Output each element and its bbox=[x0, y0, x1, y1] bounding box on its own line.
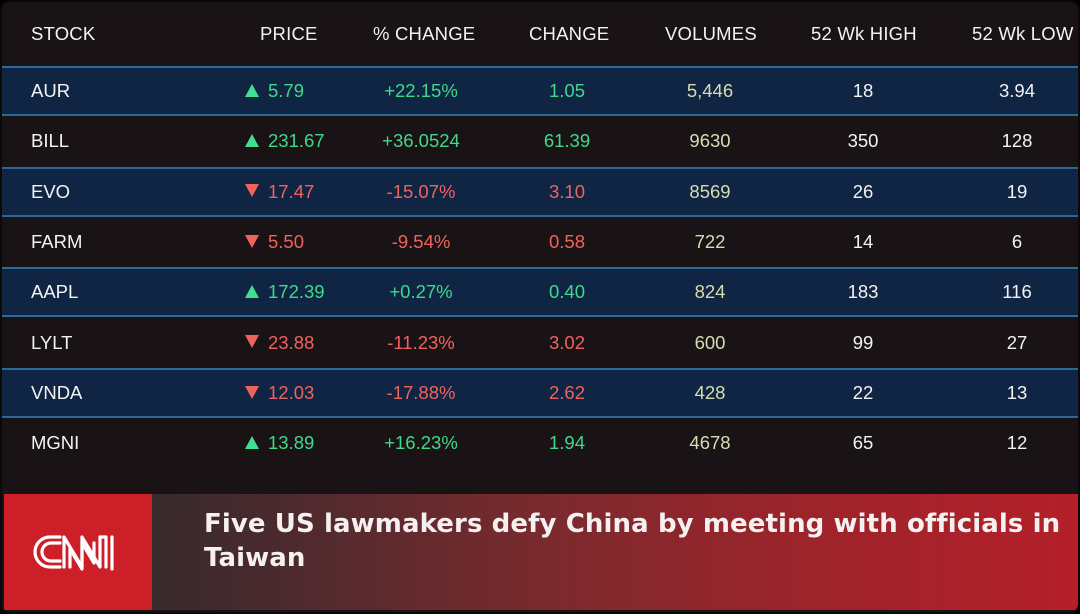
price-value: 172.39 bbox=[268, 281, 325, 303]
header-pct-change: % CHANGE bbox=[373, 23, 476, 44]
52wk-high: 183 bbox=[847, 281, 879, 303]
volume: 600 bbox=[694, 331, 726, 353]
52wk-low: 6 bbox=[1011, 231, 1023, 253]
triangle-up-icon bbox=[245, 284, 259, 298]
stock-symbol: LYLT bbox=[31, 331, 73, 353]
52wk-high: 99 bbox=[852, 331, 874, 353]
table-row: FARM 5.50 -9.54% 0.58 722 14 6 bbox=[2, 217, 1078, 267]
price-value: 13.89 bbox=[268, 432, 315, 454]
52wk-low: 3.94 bbox=[998, 80, 1035, 102]
table-row: EVO 17.47 -15.07% 3.10 8569 26 19 bbox=[2, 166, 1078, 217]
change: 3.02 bbox=[548, 331, 585, 353]
table-row: LYLT 23.88 -11.23% 3.02 600 99 27 bbox=[2, 317, 1078, 367]
52wk-high: 14 bbox=[852, 231, 874, 253]
change: 61.39 bbox=[543, 130, 591, 152]
cnn-logo bbox=[4, 494, 152, 610]
triangle-down-icon bbox=[245, 234, 259, 248]
table-row: BILL 231.67 +36.0524 61.39 9630 350 128 bbox=[2, 116, 1078, 166]
triangle-up-icon bbox=[245, 134, 259, 148]
stock-symbol: BILL bbox=[31, 130, 70, 152]
volume: 5,446 bbox=[686, 80, 734, 102]
table-header: STOCK PRICE % CHANGE CHANGE VOLUMES 52 W… bbox=[2, 2, 1078, 66]
stock-table: STOCK PRICE % CHANGE CHANGE VOLUMES 52 W… bbox=[2, 2, 1078, 468]
52wk-low: 128 bbox=[1001, 130, 1033, 152]
volume: 9630 bbox=[689, 130, 731, 152]
stock-price: 12.03 bbox=[245, 382, 314, 404]
header-change: CHANGE bbox=[529, 23, 610, 44]
cnn-logo-icon bbox=[33, 535, 114, 571]
stock-price: 13.89 bbox=[245, 432, 314, 454]
stock-price: 5.79 bbox=[245, 80, 304, 102]
table-row: AUR 5.79 +22.15% 1.05 5,446 18 3.94 bbox=[2, 66, 1078, 117]
stock-symbol: EVO bbox=[31, 180, 71, 202]
volume: 428 bbox=[694, 381, 726, 403]
triangle-down-icon bbox=[245, 184, 259, 198]
table-row: MGNI 13.89 +16.23% 1.94 4678 65 12 bbox=[2, 418, 1078, 468]
stock-symbol: MGNI bbox=[31, 432, 80, 454]
52wk-high: 22 bbox=[852, 381, 874, 403]
stock-price: 231.67 bbox=[245, 130, 325, 152]
stock-symbol: AUR bbox=[31, 80, 71, 102]
52wk-high: 350 bbox=[847, 130, 879, 152]
table-body: AUR 5.79 +22.15% 1.05 5,446 18 3.94 BILL 231.67 +… bbox=[2, 66, 1078, 468]
headline-text: Five US lawmakers defy China by meeting … bbox=[204, 509, 1061, 573]
pct-change: -11.23% bbox=[387, 331, 455, 353]
volume: 824 bbox=[694, 281, 726, 303]
volume: 4678 bbox=[689, 432, 731, 454]
stock-price: 172.39 bbox=[245, 281, 325, 303]
change: 3.10 bbox=[548, 180, 585, 202]
volume: 8569 bbox=[689, 180, 731, 202]
header-52wk-low: 52 Wk LOW bbox=[972, 23, 1074, 44]
52wk-high: 65 bbox=[852, 432, 874, 454]
change: 0.58 bbox=[548, 231, 585, 253]
price-value: 17.47 bbox=[268, 180, 315, 202]
stock-symbol: VNDA bbox=[31, 381, 83, 403]
table-row: AAPL 172.39 +0.27% 0.40 824 183 116 bbox=[2, 267, 1078, 318]
triangle-up-icon bbox=[245, 435, 259, 449]
52wk-high: 18 bbox=[852, 80, 874, 102]
stock-symbol: AAPL bbox=[31, 281, 79, 303]
stock-price: 17.47 bbox=[245, 181, 314, 203]
stock-price: 23.88 bbox=[245, 332, 314, 354]
52wk-low: 13 bbox=[1006, 381, 1028, 403]
pct-change: -15.07% bbox=[386, 180, 456, 202]
header-volumes: VOLUMES bbox=[665, 23, 757, 44]
pct-change: +22.15% bbox=[384, 80, 458, 102]
price-value: 23.88 bbox=[268, 331, 315, 353]
pct-change: +16.23% bbox=[384, 432, 458, 454]
volume: 722 bbox=[694, 231, 726, 253]
52wk-low: 12 bbox=[1006, 432, 1028, 454]
pct-change: +0.27% bbox=[389, 281, 453, 303]
triangle-down-icon bbox=[245, 335, 259, 349]
price-value: 5.50 bbox=[268, 231, 305, 253]
stock-price: 5.50 bbox=[245, 231, 304, 253]
triangle-up-icon bbox=[245, 83, 259, 97]
pct-change: +36.0524 bbox=[382, 130, 460, 152]
52wk-low: 27 bbox=[1006, 331, 1028, 353]
52wk-low: 19 bbox=[1006, 180, 1028, 202]
change: 2.62 bbox=[548, 381, 585, 403]
price-value: 5.79 bbox=[268, 80, 305, 102]
52wk-high: 26 bbox=[852, 180, 874, 202]
triangle-down-icon bbox=[245, 385, 259, 399]
header-stock: STOCK bbox=[31, 23, 96, 44]
change: 1.94 bbox=[548, 432, 585, 454]
price-value: 231.67 bbox=[268, 130, 325, 152]
52wk-low: 116 bbox=[1002, 281, 1032, 303]
pct-change: -9.54% bbox=[391, 231, 451, 253]
header-price: PRICE bbox=[260, 23, 318, 44]
change: 0.40 bbox=[548, 281, 585, 303]
table-row: VNDA 12.03 -17.88% 2.62 428 22 13 bbox=[2, 367, 1078, 419]
news-banner: Five US lawmakers defy China by meeting … bbox=[4, 494, 1078, 610]
price-value: 12.03 bbox=[268, 381, 315, 403]
stock-symbol: FARM bbox=[31, 231, 83, 253]
header-52wk-high: 52 Wk HIGH bbox=[811, 23, 917, 44]
pct-change: -17.88% bbox=[386, 381, 456, 403]
change: 1.05 bbox=[548, 80, 585, 102]
